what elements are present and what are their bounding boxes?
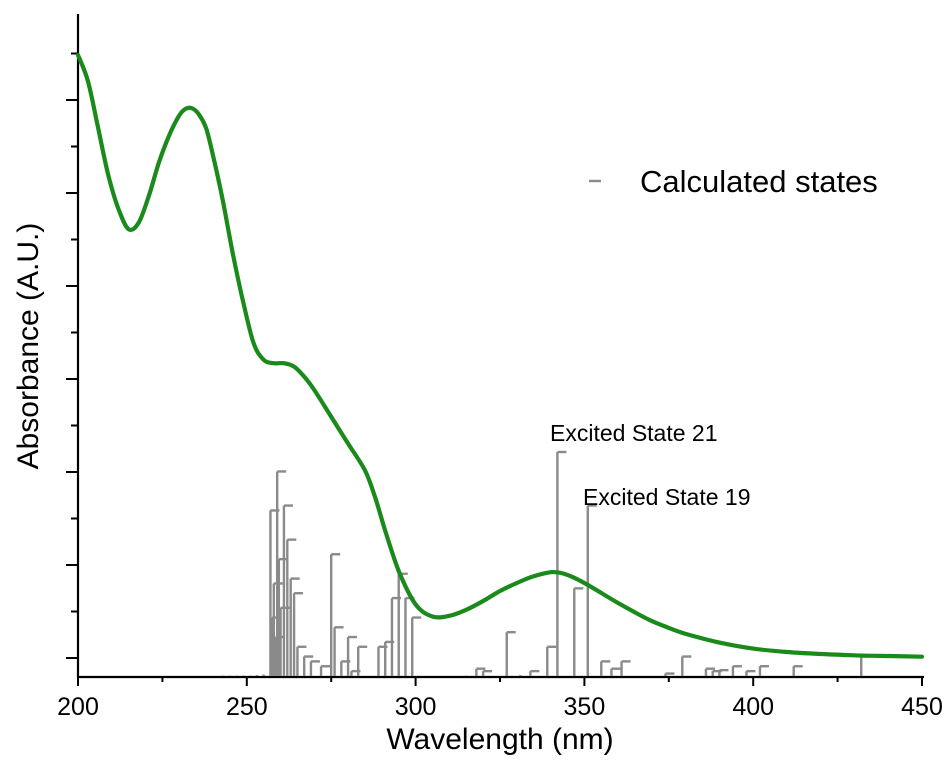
legend-label: Calculated states — [640, 164, 878, 199]
x-ticks: 200 250 300 350 400 450 — [57, 677, 943, 721]
x-tick-label: 450 — [901, 693, 943, 721]
annotation-excited-state-21: Excited State 21 — [550, 420, 718, 446]
x-tick-label: 350 — [564, 693, 606, 721]
absorbance-curve — [75, 52, 925, 659]
y-axis-title: Absorbance (A.U.) — [12, 223, 45, 470]
calculated-states-sticks — [221, 450, 871, 676]
annotation-excited-state-19: Excited State 19 — [583, 484, 751, 510]
x-tick-label: 300 — [395, 693, 437, 721]
x-axis-title: Wavelength (nm) — [386, 723, 613, 756]
y-ticks — [66, 52, 78, 659]
x-tick-label: 200 — [57, 693, 99, 721]
x-tick-label: 250 — [226, 693, 268, 721]
x-tick-label: 400 — [732, 693, 774, 721]
